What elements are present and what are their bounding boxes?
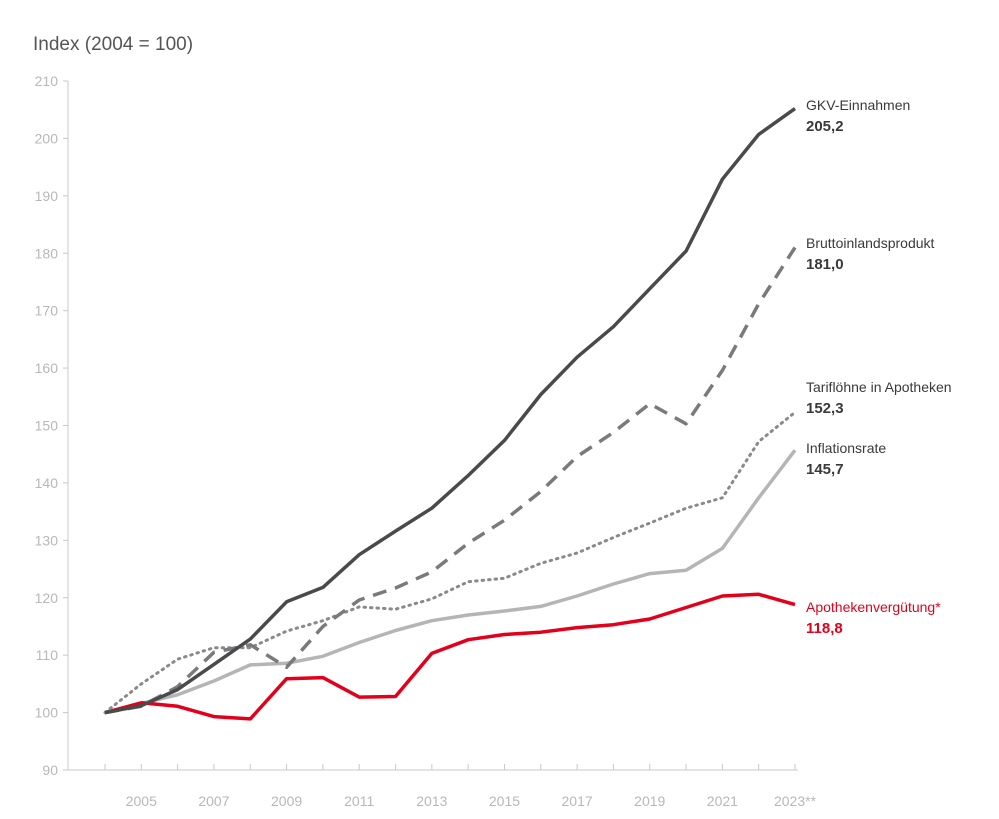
y-tick-label: 170 (35, 303, 59, 319)
y-tick-label: 160 (35, 360, 59, 376)
series-line-bruttoinlandsprodukt (104, 246, 797, 715)
y-axis-title: Index (2004 = 100) (33, 34, 193, 55)
series-line-inflationsrate (104, 449, 797, 715)
y-tick-label: 140 (35, 475, 59, 491)
x-tick-label: 2007 (198, 793, 229, 809)
series-line-apothekenverg-tung (104, 592, 796, 721)
y-tick-label: 210 (35, 73, 59, 89)
x-tick-label: 2019 (634, 793, 665, 809)
x-tick-label: 2023** (774, 793, 817, 809)
y-tick-label: 120 (35, 590, 59, 606)
series-value-bruttoinlandsprodukt: 181,0 (806, 256, 844, 273)
y-tick-label: 130 (35, 532, 59, 548)
y-tick-label: 190 (35, 188, 59, 204)
series-name-inflationsrate: Inflationsrate (806, 440, 886, 456)
x-tick-label: 2011 (344, 793, 374, 809)
x-tick-label: 2005 (126, 793, 157, 809)
y-tick-label: 150 (35, 418, 59, 434)
series-line-tarifl-hne-in-apotheken (103, 410, 797, 715)
series-value-gkv-einnahmen: 205,2 (806, 118, 844, 135)
y-axis: 90 100 110 120 130 140 150 160 170 180 190 200 210 (35, 73, 69, 778)
x-tick-label: 2009 (271, 793, 302, 809)
series-name-apothekenverg-tung: Apothekenvergütung* (806, 599, 941, 615)
y-tick-label: 110 (36, 647, 59, 663)
y-tick-label: 90 (42, 762, 58, 778)
x-tick-label: 2013 (416, 793, 447, 809)
series-value-apothekenverg-tung: 118,8 (806, 620, 843, 637)
series-line-gkv-einnahmen (104, 107, 797, 715)
series-layer (103, 107, 797, 721)
y-tick-label: 180 (35, 245, 59, 261)
x-tick-label: 2015 (489, 793, 520, 809)
series-value-tarifl-hne-in-apotheken: 152,3 (806, 400, 844, 417)
series-name-tarifl-hne-in-apotheken: Tariflöhne in Apotheken (806, 379, 952, 395)
series-name-bruttoinlandsprodukt: Bruttoinlandsprodukt (806, 235, 935, 251)
y-tick-label: 100 (35, 705, 59, 721)
series-labels: GKV-Einnahmen 205,2 Bruttoinlandsprodukt 18… (806, 97, 952, 637)
x-tick-label: 2017 (562, 793, 593, 809)
x-tick-label: 2021 (707, 793, 738, 809)
series-value-inflationsrate: 145,7 (806, 461, 844, 478)
y-tick-label: 200 (35, 130, 59, 146)
x-axis: 2005 2007 2009 2011 2013 2015 2017 2019 2021 2023… (68, 764, 817, 809)
series-name-gkv-einnahmen: GKV-Einnahmen (806, 97, 910, 113)
